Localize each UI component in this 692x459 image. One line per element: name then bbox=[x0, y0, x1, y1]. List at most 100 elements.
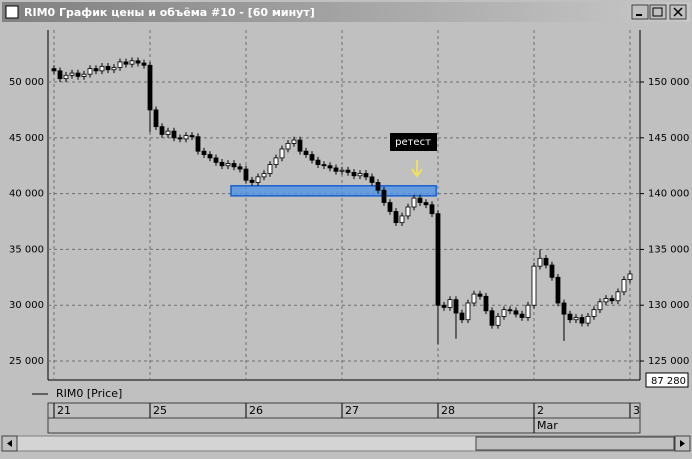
y-tick-label: 25 000 bbox=[9, 356, 44, 367]
candle-body bbox=[369, 176, 375, 183]
x-tick-label: 26 bbox=[249, 404, 263, 417]
title-bar bbox=[2, 2, 690, 22]
candle-body bbox=[225, 163, 231, 167]
candle-body bbox=[441, 304, 447, 308]
candle-body bbox=[459, 312, 465, 321]
candle-body bbox=[393, 211, 399, 224]
candle-body bbox=[117, 61, 123, 68]
x-tick-label: 25 bbox=[153, 404, 167, 417]
candle-body bbox=[261, 173, 267, 178]
candle-body bbox=[399, 215, 405, 224]
candle-body bbox=[153, 109, 159, 128]
candle-body bbox=[477, 293, 483, 297]
candle-body bbox=[177, 137, 183, 140]
y2-tick-label: 145 000 bbox=[648, 133, 689, 144]
candle-body bbox=[333, 167, 339, 172]
candle-body bbox=[609, 298, 615, 302]
candle-body bbox=[357, 173, 363, 177]
candle-body bbox=[297, 139, 303, 152]
candle-body bbox=[621, 279, 627, 293]
candle-body bbox=[51, 68, 57, 72]
support-zone bbox=[230, 185, 437, 197]
y-tick-label: 45 000 bbox=[9, 133, 44, 144]
y-tick-label: 50 000 bbox=[9, 77, 44, 88]
candle-body bbox=[627, 273, 633, 280]
candle-body bbox=[279, 148, 285, 159]
candle-body bbox=[243, 168, 249, 181]
candle-body bbox=[321, 164, 327, 167]
last-price: 87 280 bbox=[651, 376, 686, 387]
candle-body bbox=[543, 257, 549, 266]
candle-body bbox=[291, 139, 297, 144]
icon bbox=[7, 440, 12, 447]
candle-body bbox=[579, 317, 585, 324]
candle-body bbox=[489, 310, 495, 326]
candle-body bbox=[267, 164, 273, 174]
candle-body bbox=[567, 313, 573, 321]
candle-body bbox=[249, 179, 255, 183]
candle-body bbox=[615, 291, 621, 302]
candle-body bbox=[207, 154, 213, 159]
icon bbox=[652, 7, 663, 17]
candle-body bbox=[159, 126, 165, 135]
candle-body bbox=[315, 159, 321, 165]
candle-body bbox=[201, 150, 207, 155]
annotation: ретест bbox=[395, 137, 431, 148]
candle-body bbox=[273, 157, 279, 165]
candle-body bbox=[69, 72, 75, 76]
scroll-thumb[interactable] bbox=[475, 436, 675, 451]
candle-body bbox=[81, 73, 87, 77]
candle-body bbox=[345, 169, 351, 173]
minimize-button[interactable] bbox=[631, 4, 649, 20]
maximize-button[interactable] bbox=[649, 4, 667, 20]
candle-body bbox=[471, 293, 477, 304]
x-tick-label: 3 bbox=[633, 404, 640, 417]
candle-body bbox=[381, 189, 387, 203]
candle-body bbox=[363, 173, 369, 178]
candle-body bbox=[231, 163, 237, 168]
candle-body bbox=[111, 67, 117, 71]
y2-tick-label: 140 000 bbox=[648, 189, 689, 200]
window-buttons[interactable] bbox=[631, 4, 687, 20]
candle-body bbox=[411, 197, 417, 208]
y2-tick-label: 130 000 bbox=[648, 300, 689, 311]
candle-body bbox=[519, 313, 525, 318]
x-tick-label: 28 bbox=[441, 404, 455, 417]
candle-body bbox=[171, 130, 177, 139]
candle-body bbox=[501, 309, 507, 317]
candle-body bbox=[219, 161, 225, 167]
x-tick-label: 2 bbox=[537, 404, 544, 417]
plot: 25 000 30 000 35 000 40 000 45 000 50 000 125 … bbox=[9, 30, 689, 418]
window-title: RIM0 График цены и объёма #10 - [60 мину… bbox=[24, 6, 315, 19]
candle-body bbox=[603, 298, 609, 303]
candle-body bbox=[453, 299, 459, 314]
candle-body bbox=[57, 70, 63, 80]
month-label: Mar bbox=[537, 419, 558, 432]
candle-body bbox=[63, 74, 69, 80]
candle-body bbox=[141, 62, 147, 66]
candle-body bbox=[513, 310, 519, 315]
candle-body bbox=[129, 60, 135, 65]
candle-body bbox=[87, 68, 93, 75]
candle-body bbox=[303, 150, 309, 155]
candle-body bbox=[309, 154, 315, 161]
candle-body bbox=[183, 135, 189, 140]
candle-body bbox=[435, 213, 441, 306]
candle-body bbox=[405, 206, 411, 217]
candle-body bbox=[423, 202, 429, 206]
last-price-box bbox=[645, 372, 689, 388]
candle-body bbox=[255, 176, 261, 183]
candle-body bbox=[105, 65, 111, 71]
candle-body bbox=[549, 264, 555, 278]
candle-body bbox=[531, 265, 537, 306]
candle-body bbox=[93, 68, 99, 72]
candle-body bbox=[189, 135, 195, 138]
candle-body bbox=[387, 202, 393, 212]
icon bbox=[673, 7, 683, 17]
legend-label: RIM0 [Price] bbox=[56, 387, 122, 400]
candle-body bbox=[561, 302, 567, 315]
candle-body bbox=[495, 315, 501, 326]
x-tick-label: 21 bbox=[57, 404, 71, 417]
candle-body bbox=[483, 295, 489, 312]
